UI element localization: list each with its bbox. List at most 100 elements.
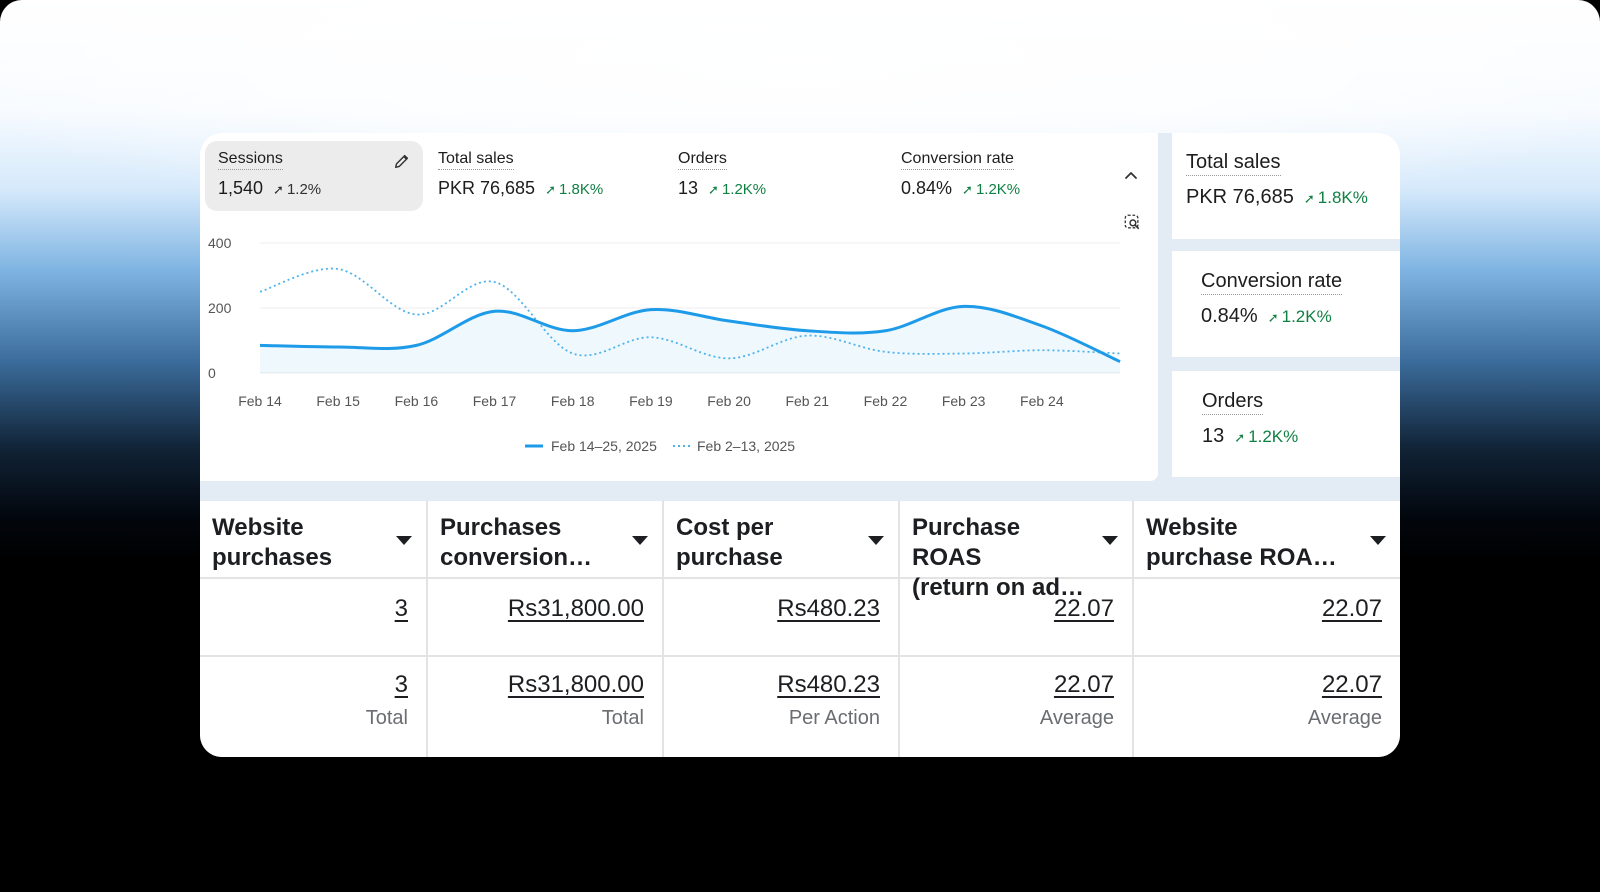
table-cell: 3 [200, 579, 426, 657]
metric-value: 1,540 [218, 178, 264, 198]
chart-search-icon[interactable] [1123, 213, 1141, 231]
metric-value: 0.84% [901, 178, 953, 198]
caret-down-icon[interactable] [1370, 536, 1386, 545]
table-cell: Rs31,800.00 [428, 579, 662, 657]
caret-down-icon[interactable] [1102, 536, 1118, 545]
side-card-orders[interactable]: Orders 13 ➚ 1.2K% [1172, 371, 1400, 477]
arrow-up-right-icon: ➚ [273, 182, 284, 197]
metric-delta: ➚ 1.2K% [708, 181, 767, 198]
metric-orders[interactable]: Orders 13 ➚ 1.2K% [665, 141, 875, 211]
table-column: Cost per purchase Rs480.23 Rs480.23 Per A… [664, 501, 900, 757]
metric-value: 13 [678, 178, 699, 198]
arrow-up-right-icon: ➚ [1303, 191, 1315, 206]
metric-delta: ➚ 1.2K% [962, 181, 1021, 198]
metric-delta: ➚ 1.8K% [545, 181, 604, 198]
summary-value[interactable]: 22.07 [1053, 671, 1114, 698]
summary-value[interactable]: Rs31,800.00 [507, 671, 644, 698]
cell-link[interactable]: 3 [394, 595, 408, 622]
column-header[interactable]: Purchases conversion… [428, 501, 662, 579]
x-tick-label: Feb 15 [316, 393, 360, 409]
cell-link[interactable]: Rs480.23 [777, 595, 880, 622]
summary-cell: 22.07 Average [900, 657, 1132, 755]
metric-sessions[interactable]: Sessions 1,540 ➚ 1.2% [205, 141, 423, 211]
column-header[interactable]: Website purchases [200, 501, 426, 579]
side-card-label: Orders [1202, 390, 1264, 415]
arrow-up-right-icon: ➚ [545, 182, 556, 197]
metric-total-sales[interactable]: Total sales PKR 76,685 ➚ 1.8K% [425, 141, 655, 211]
summary-value[interactable]: 22.07 [1321, 671, 1382, 698]
chart-panel: Sessions 1,540 ➚ 1.2% Total sales PKR 76,6… [200, 133, 1158, 481]
pencil-icon[interactable] [393, 152, 411, 170]
arrow-up-right-icon: ➚ [962, 182, 973, 197]
chevron-up-icon[interactable] [1123, 167, 1139, 183]
caret-down-icon[interactable] [868, 536, 884, 545]
series-area-primary [260, 306, 1120, 373]
x-tick-label: Feb 18 [551, 393, 595, 409]
cell-link[interactable]: 22.07 [1053, 595, 1114, 622]
summary-cell: 3 Total [200, 657, 426, 755]
ads-metrics-table: Website purchases 3 3 Total Purchases con… [200, 501, 1400, 757]
side-card-delta: ➚ 1.2K% [1267, 307, 1332, 326]
column-header[interactable]: Cost per purchase [664, 501, 898, 579]
x-tick-label: Feb 16 [395, 393, 439, 409]
table-column: Purchases conversion… Rs31,800.00 Rs31,8… [428, 501, 664, 757]
side-card-value: 0.84% [1201, 305, 1258, 327]
summary-label: Total [601, 707, 644, 729]
metric-label: Sessions [218, 150, 283, 170]
chart-legend: Feb 14–25, 2025 Feb 2–13, 2025 [525, 438, 795, 454]
summary-value[interactable]: Rs480.23 [777, 671, 880, 698]
summary-cell: 22.07 Average [1134, 657, 1400, 755]
side-card-delta: ➚ 1.8K% [1303, 188, 1368, 207]
summary-label: Average [1307, 707, 1382, 729]
x-tick-label: Feb 21 [785, 393, 829, 409]
side-card-total-sales[interactable]: Total sales PKR 76,685 ➚ 1.8K% [1172, 133, 1400, 239]
y-axis-ticks: 400 200 0 [208, 235, 232, 381]
column-header[interactable]: Website purchase ROA… [1134, 501, 1400, 579]
x-tick-label: Feb 20 [707, 393, 751, 409]
x-tick-label: Feb 14 [238, 393, 282, 409]
table-column: Website purchases 3 3 Total [200, 501, 428, 757]
x-axis-ticks: Feb 14 Feb 15 Feb 16 Feb 17 Feb 18 Feb 19 Feb … [238, 393, 1064, 409]
metric-delta: ➚ 1.2% [273, 181, 322, 198]
x-tick-label: Feb 17 [473, 393, 517, 409]
cell-link[interactable]: Rs31,800.00 [507, 595, 644, 622]
table-cell: Rs480.23 [664, 579, 898, 657]
table-column: Purchase ROAS (return on ad… 22.07 22.07… [900, 501, 1134, 757]
metric-label: Total sales [438, 150, 514, 170]
summary-value[interactable]: 3 [394, 671, 408, 698]
column-header[interactable]: Purchase ROAS (return on ad… [900, 501, 1132, 601]
side-card-label: Total sales [1186, 151, 1281, 176]
table-cell: 22.07 [900, 579, 1132, 657]
summary-label: Total [365, 707, 408, 729]
arrow-up-right-icon: ➚ [708, 182, 719, 197]
summary-label: Average [1039, 707, 1114, 729]
metric-conversion-rate[interactable]: Conversion rate 0.84% ➚ 1.2K% [888, 141, 1108, 211]
metric-label: Conversion rate [901, 150, 1014, 170]
x-tick-label: Feb 19 [629, 393, 673, 409]
summary-cell: Rs31,800.00 Total [428, 657, 662, 755]
cell-link[interactable]: 22.07 [1321, 595, 1382, 622]
legend-label-compare: Feb 2–13, 2025 [697, 438, 795, 454]
x-tick-label: Feb 23 [942, 393, 986, 409]
arrow-up-right-icon: ➚ [1234, 430, 1246, 445]
side-card-conversion-rate[interactable]: Conversion rate 0.84% ➚ 1.2K% [1172, 251, 1400, 357]
metric-label: Orders [678, 150, 727, 170]
series-line-compare [259, 267, 1121, 360]
analytics-card: Sessions 1,540 ➚ 1.2% Total sales PKR 76,6… [200, 133, 1400, 757]
metric-value: PKR 76,685 [438, 178, 536, 198]
y-tick-label: 0 [208, 365, 216, 381]
side-card-value: 13 [1202, 425, 1225, 447]
side-card-label: Conversion rate [1201, 270, 1343, 295]
table-cell: 22.07 [1134, 579, 1400, 657]
y-tick-label: 400 [208, 235, 232, 251]
summary-label: Per Action [788, 707, 880, 729]
side-card-value: PKR 76,685 [1186, 186, 1294, 208]
side-card-delta: ➚ 1.2K% [1234, 427, 1299, 446]
series-line-primary [259, 304, 1121, 363]
caret-down-icon[interactable] [632, 536, 648, 545]
caret-down-icon[interactable] [396, 536, 412, 545]
x-tick-label: Feb 24 [1020, 393, 1064, 409]
arrow-up-right-icon: ➚ [1267, 310, 1279, 325]
legend-label-primary: Feb 14–25, 2025 [551, 438, 657, 454]
